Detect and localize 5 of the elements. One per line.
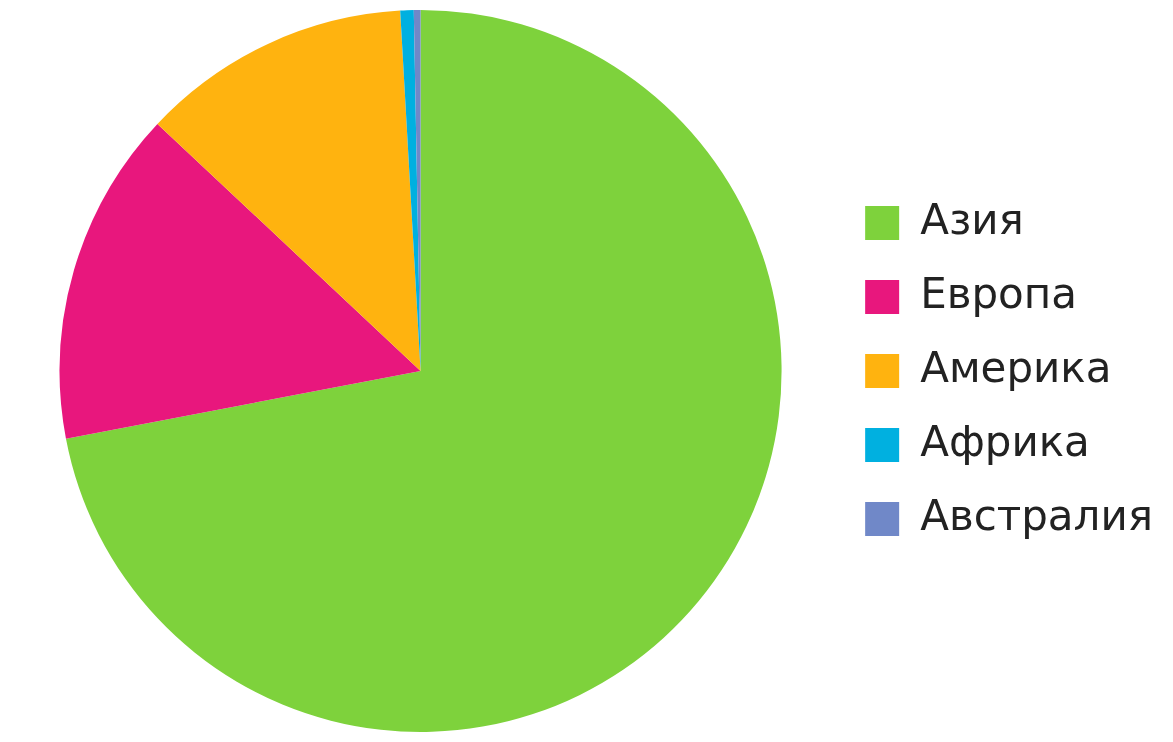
legend-label: Европа <box>920 268 1077 318</box>
legend-label: Африка <box>920 416 1090 466</box>
legend-label: Америка <box>920 342 1112 392</box>
legend-label: Австралия <box>920 490 1154 540</box>
legend-label: Азия <box>920 194 1024 244</box>
